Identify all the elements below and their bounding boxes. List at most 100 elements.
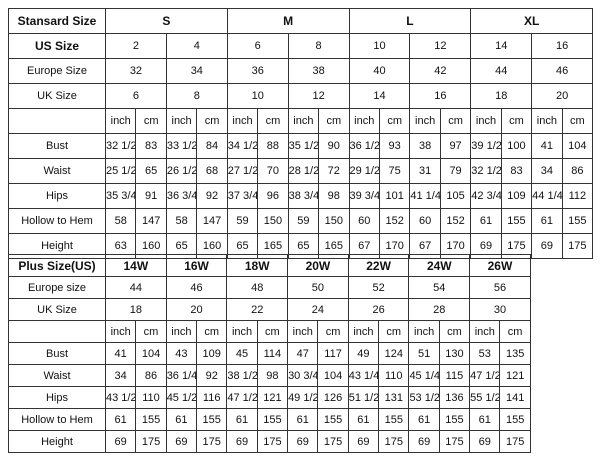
unit-cell: cm [257,108,289,134]
measure-cell: 39 3/4 [348,183,380,209]
measure-cell: 175 [196,430,228,453]
row-label: Hips [8,183,106,209]
measure-cell: 43 [165,342,198,365]
measure-cell: 49 [347,342,380,365]
measure-cell: 29 1/2 [348,158,380,184]
unit-cell: inch [531,108,563,134]
measure-cell: 175 [561,233,594,259]
measure-cell: 155 [561,208,594,234]
measure-cell: 84 [196,133,228,159]
unit-cell: cm [196,108,228,134]
size-header: XL [470,8,594,34]
size-header: M [226,8,350,34]
unit-cell: inch [409,108,441,134]
measure-row: Bust 32 1/2 83 33 1/2 84 34 1/2 88 35 1/2 90 36 1… [8,133,594,159]
size-cell: 48 [226,276,289,299]
measure-cell: 49 1/2 [287,386,319,409]
measure-cell: 175 [135,430,167,453]
size-cell: 22 [226,298,289,321]
measure-cell: 60 [409,208,441,234]
measure-cell: 61 [531,208,563,234]
size-cell: 10 [348,33,411,59]
measure-cell: 45 [226,342,258,365]
size-cell: 16 [531,33,594,59]
measure-cell: 55 1/2 [469,386,501,409]
size-cell: 16 [409,83,472,109]
measure-cell: 61 [470,208,502,234]
measure-cell: 110 [135,386,167,409]
measure-cell: 61 [347,408,380,431]
measure-cell: 88 [257,133,289,159]
measure-cell: 38 [409,133,441,159]
size-header: 22W [347,254,410,277]
measure-cell: 98 [256,364,289,387]
size-cell: 28 [408,298,471,321]
measure-cell: 86 [561,158,594,184]
measure-cell: 109 [500,183,533,209]
size-cell: 46 [531,58,594,84]
measure-cell: 96 [257,183,289,209]
measure-cell: 104 [561,133,594,159]
size-cell: 46 [165,276,228,299]
size-header: 18W [226,254,289,277]
measure-cell: 61 [165,408,198,431]
measure-cell: 175 [378,430,410,453]
row-label: Waist [8,364,106,387]
size-cell: 8 [287,33,350,59]
measure-cell: 34 [531,158,563,184]
unit-cell: cm [439,108,472,134]
measure-cell: 69 [287,430,319,453]
measure-cell: 35 3/4 [104,183,137,209]
measure-row: Hips 35 3/4 91 36 3/4 92 37 3/4 96 38 3/4 98 39 3… [8,183,594,209]
unit-cell: inch [469,320,501,343]
measure-cell: 28 1/2 [287,158,320,184]
unit-cell: inch [226,108,259,134]
measure-cell: 41 [104,342,137,365]
unit-cell: inch [347,320,380,343]
size-cell: 20 [165,298,228,321]
measure-cell: 175 [499,430,531,453]
measure-cell: 175 [256,430,289,453]
unit-cell: cm [500,108,533,134]
measure-cell: 105 [439,183,472,209]
measure-cell: 31 [409,158,441,184]
measure-cell: 47 1/2 [469,364,501,387]
measure-cell: 32 1/2 [104,133,137,159]
measure-cell: 60 [348,208,380,234]
measure-cell: 93 [378,133,411,159]
size-cell: 4 [165,33,228,59]
measure-cell: 33 1/2 [165,133,198,159]
size-cell: 10 [226,83,289,109]
measure-cell: 69 [347,430,380,453]
size-cell: 12 [409,33,472,59]
measure-row: Waist 25 1/2 65 26 1/2 68 27 1/2 70 28 1/2 72 29 … [8,158,594,184]
row-label: Hollow to Hem [8,408,106,431]
size-cell: 18 [105,298,167,321]
measure-cell: 51 [408,342,440,365]
measure-cell: 47 1/2 [226,386,258,409]
row-label: Europe size [8,276,106,299]
measure-cell: 38 1/2 [226,364,258,387]
size-cell: 34 [165,58,228,84]
size-cell: 24 [287,298,349,321]
measure-cell: 91 [135,183,167,209]
unit-cell: inch [348,108,380,134]
measure-cell: 155 [500,208,533,234]
size-cell: 14 [348,83,411,109]
measure-cell: 126 [317,386,349,409]
measure-cell: 41 1/4 [409,183,441,209]
size-header: 16W [165,254,228,277]
measure-cell: 175 [317,430,349,453]
measure-cell: 61 [104,408,137,431]
unit-cell: cm [256,320,289,343]
measure-cell: 136 [438,386,471,409]
measure-row: Waist 34 86 36 1/4 92 38 1/2 98 30 3/4 104 43 1/4… [8,364,531,387]
unit-cell: cm [561,108,594,134]
measure-cell: 130 [438,342,471,365]
size-cell: 32 [105,58,167,84]
unit-cell: inch [165,108,198,134]
header-row: Stansard Size S M L XL [8,8,594,34]
row-label: UK Size [8,83,106,109]
measure-cell: 83 [500,158,533,184]
